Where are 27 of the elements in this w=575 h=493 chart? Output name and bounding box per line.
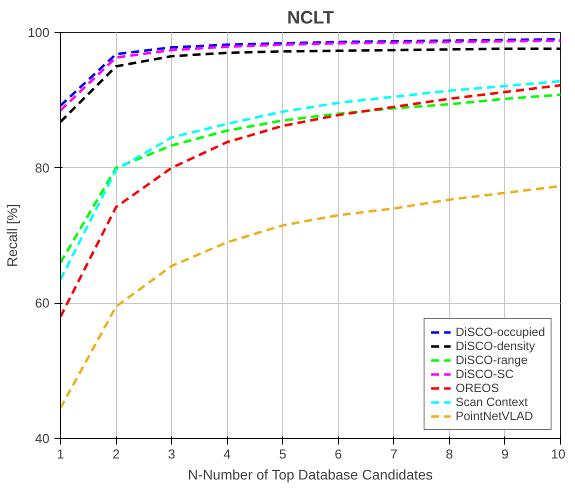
chart-title: NCLT: [287, 8, 334, 28]
y-tick-label: 100: [28, 25, 50, 40]
legend-label: PointNetVLAD: [456, 409, 533, 423]
legend-label: Scan Context: [456, 395, 528, 409]
x-tick-label: 3: [168, 446, 176, 462]
x-tick-label: 7: [390, 446, 398, 462]
y-tick-label: 40: [35, 431, 50, 446]
x-tick-label: 4: [224, 446, 231, 462]
x-tick-label: 5: [279, 446, 286, 462]
x-tick-label: 6: [334, 446, 342, 462]
line-series: [60, 84, 560, 318]
x-tick-label: 8: [446, 446, 454, 462]
y-axis-title: Recall [%]: [4, 204, 20, 268]
line-series: [60, 94, 560, 264]
legend-label: OREOS: [456, 381, 499, 395]
x-tick-label: 2: [112, 446, 120, 462]
x-tick-label: 9: [501, 446, 509, 462]
y-tick-label: 80: [35, 160, 50, 176]
legend-label: DiSCO-density: [456, 339, 535, 353]
legend-label: DiSCO-range: [456, 353, 528, 367]
line-series: [60, 80, 560, 281]
legend-label: DiSCO-occupied: [456, 325, 545, 339]
x-axis-title: N-Number of Top Database Candidates: [188, 466, 433, 482]
legend-label: DiSCO-SC: [456, 367, 514, 381]
x-tick-label: 10: [551, 446, 566, 462]
y-tick-label: 60: [35, 296, 50, 311]
x-tick-label: 1: [56, 446, 64, 462]
